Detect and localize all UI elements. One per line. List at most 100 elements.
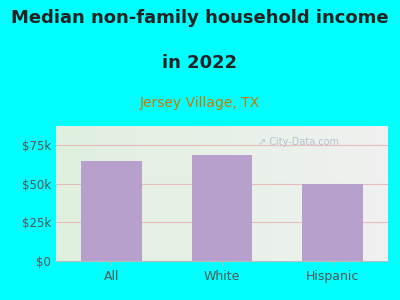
Bar — [368, 126, 370, 261]
Bar — [94, 126, 96, 261]
Bar — [298, 126, 300, 261]
Bar — [202, 126, 204, 261]
Bar — [333, 126, 335, 261]
Bar — [287, 126, 288, 261]
Bar — [99, 126, 101, 261]
Bar — [152, 126, 154, 261]
Bar — [129, 126, 131, 261]
Text: Jersey Village, TX: Jersey Village, TX — [140, 96, 260, 110]
Bar — [66, 126, 68, 261]
Bar — [305, 126, 307, 261]
Bar — [222, 126, 224, 261]
Bar — [176, 126, 177, 261]
Bar — [255, 126, 257, 261]
Bar — [380, 126, 381, 261]
Bar — [118, 126, 119, 261]
Bar — [330, 126, 332, 261]
Bar — [92, 126, 94, 261]
Bar — [196, 126, 197, 261]
Bar — [270, 126, 272, 261]
Bar — [230, 126, 232, 261]
Bar — [345, 126, 346, 261]
Bar — [370, 126, 372, 261]
Bar — [104, 126, 106, 261]
Bar — [157, 126, 159, 261]
Bar — [73, 126, 74, 261]
Bar — [126, 126, 127, 261]
Bar — [360, 126, 362, 261]
Bar — [350, 126, 352, 261]
Bar — [81, 126, 82, 261]
Bar — [320, 126, 322, 261]
Bar — [182, 126, 184, 261]
Bar — [247, 126, 248, 261]
Bar — [262, 126, 264, 261]
Bar — [141, 126, 142, 261]
Bar — [224, 126, 225, 261]
Bar — [267, 126, 268, 261]
Bar — [170, 126, 172, 261]
Bar — [142, 126, 144, 261]
Bar — [363, 126, 365, 261]
Bar — [76, 126, 78, 261]
Bar — [277, 126, 278, 261]
Bar — [238, 126, 240, 261]
Bar — [86, 126, 88, 261]
Bar — [371, 126, 373, 261]
Bar — [89, 126, 91, 261]
Bar — [149, 126, 151, 261]
Bar — [79, 126, 81, 261]
Bar — [340, 126, 342, 261]
Bar — [242, 126, 244, 261]
Bar — [219, 126, 220, 261]
Bar — [187, 126, 189, 261]
Bar — [343, 126, 345, 261]
Bar — [265, 126, 267, 261]
Bar — [199, 126, 200, 261]
Bar — [383, 126, 385, 261]
Bar — [235, 126, 237, 261]
Bar — [167, 126, 169, 261]
Bar — [315, 126, 317, 261]
Bar — [64, 126, 66, 261]
Bar — [68, 126, 69, 261]
Bar — [303, 126, 305, 261]
Bar — [258, 126, 260, 261]
Bar — [338, 126, 340, 261]
Bar — [288, 126, 290, 261]
Bar — [136, 126, 137, 261]
Text: ↗ City-Data.com: ↗ City-Data.com — [258, 137, 339, 147]
Bar — [69, 126, 71, 261]
Bar — [284, 126, 285, 261]
Bar — [186, 126, 187, 261]
Bar — [84, 126, 86, 261]
Bar — [214, 126, 215, 261]
Bar — [227, 126, 229, 261]
Bar — [134, 126, 136, 261]
Bar — [310, 126, 312, 261]
Bar — [264, 126, 265, 261]
Bar — [177, 126, 179, 261]
Bar — [378, 126, 380, 261]
Bar — [151, 126, 152, 261]
Bar — [318, 126, 320, 261]
Bar — [210, 126, 212, 261]
Bar — [132, 126, 134, 261]
Bar — [365, 126, 366, 261]
Bar — [353, 126, 355, 261]
Bar — [244, 126, 245, 261]
Bar — [82, 126, 84, 261]
Bar — [174, 126, 176, 261]
Bar — [278, 126, 280, 261]
Bar — [248, 126, 250, 261]
Bar — [131, 126, 132, 261]
Bar — [98, 126, 99, 261]
Bar — [147, 126, 149, 261]
Bar — [375, 126, 376, 261]
Bar — [352, 126, 353, 261]
Bar — [275, 126, 277, 261]
Bar — [122, 126, 124, 261]
Bar — [190, 126, 192, 261]
Bar — [180, 126, 182, 261]
Bar — [119, 126, 121, 261]
